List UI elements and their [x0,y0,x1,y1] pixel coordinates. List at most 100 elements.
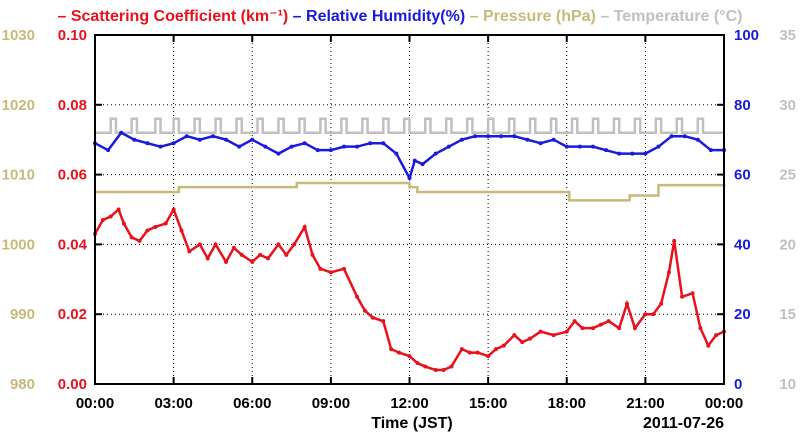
data-point-relative-humidity [197,137,202,142]
data-point-scattering-coefficient [231,245,236,250]
data-point-relative-humidity [368,141,373,146]
y-tick-label-scattering: 0.10 [58,27,87,44]
legend-entry: – Relative Humidity(%) [288,8,465,25]
y-tick-label-humidity: 0 [734,376,742,393]
legend: – Scattering Coefficient (km⁻¹) – Relati… [58,8,743,25]
data-point-scattering-coefficient [680,294,685,299]
data-point-scattering-coefficient [108,214,113,219]
data-point-scattering-coefficient [625,301,630,306]
data-point-scattering-coefficient [116,207,121,212]
data-point-relative-humidity [420,162,425,167]
y-tick-label-temperature: 10 [779,376,796,393]
data-point-scattering-coefficient [551,333,556,338]
series-line-scattering-coefficient [93,206,725,372]
data-point-scattering-coefficient [441,368,446,373]
data-point-relative-humidity [119,130,124,135]
y-tick-label-pressure: 1000 [2,236,35,253]
data-point-relative-humidity [407,176,412,181]
data-point-relative-humidity [643,151,648,156]
data-point-scattering-coefficient [632,326,637,331]
data-point-relative-humidity [355,144,360,149]
data-point-relative-humidity [669,134,674,139]
data-point-relative-humidity [224,137,229,142]
data-point-relative-humidity [171,141,176,146]
data-point-relative-humidity [499,134,504,139]
data-point-relative-humidity [263,144,268,149]
data-point-scattering-coefficient [598,322,603,327]
y-tick-label-pressure: 1010 [2,167,35,184]
data-point-scattering-coefficient [197,242,202,247]
data-point-relative-humidity [486,134,491,139]
y-tick-label-scattering: 0.06 [58,167,87,184]
data-point-scattering-coefficient [276,242,281,247]
data-point-relative-humidity [617,151,622,156]
data-point-relative-humidity [328,148,333,153]
data-point-scattering-coefficient [153,224,158,229]
data-point-relative-humidity [394,151,399,156]
data-point-relative-humidity [682,134,687,139]
data-point-scattering-coefficient [145,228,150,233]
data-point-relative-humidity [250,137,255,142]
data-point-scattering-coefficient [187,249,192,254]
data-point-relative-humidity [106,148,111,153]
y-tick-label-humidity: 40 [734,236,751,253]
y-tick-label-temperature: 35 [779,27,796,44]
legend-entry: – Scattering Coefficient (km⁻¹) [58,8,289,25]
legend-entry: – Pressure (hPa) [465,8,596,25]
data-point-scattering-coefficient [617,326,622,331]
x-tick-label: 03:00 [154,395,192,412]
data-point-scattering-coefficient [341,266,346,271]
data-point-scattering-coefficient [137,238,142,243]
data-point-scattering-coefficient [258,252,263,257]
data-point-scattering-coefficient [250,259,255,264]
data-point-scattering-coefficient [449,364,454,369]
y-tick-label-humidity: 20 [734,306,751,323]
y-tick-label-pressure: 1020 [2,97,35,114]
data-point-relative-humidity [302,141,307,146]
y-tick-label-scattering: 0.00 [58,376,87,393]
series-layer [93,117,726,373]
data-point-scattering-coefficient [493,347,498,352]
data-point-relative-humidity [590,144,595,149]
x-tick-label: 12:00 [390,395,428,412]
data-point-scattering-coefficient [690,291,695,296]
data-point-relative-humidity [630,151,635,156]
data-point-scattering-coefficient [397,350,402,355]
data-point-relative-humidity [564,144,569,149]
data-point-scattering-coefficient [606,319,611,324]
data-point-relative-humidity [695,137,700,142]
data-point-scattering-coefficient [362,308,367,313]
data-point-scattering-coefficient [100,217,105,222]
y-tick-label-temperature: 15 [779,306,796,323]
data-point-relative-humidity [341,144,346,149]
data-point-relative-humidity [184,134,189,139]
data-point-scattering-coefficient [512,333,517,338]
data-point-scattering-coefficient [467,350,472,355]
data-point-scattering-coefficient [643,312,648,317]
y-tick-label-temperature: 20 [779,236,796,253]
data-point-scattering-coefficient [423,364,428,369]
data-point-scattering-coefficient [415,361,420,366]
data-point-scattering-coefficient [564,329,569,334]
x-axis-label: Time (JST) [371,415,453,432]
data-point-scattering-coefficient [129,235,134,240]
series-line-temperature [95,117,724,134]
y-tick-label-scattering: 0.02 [58,306,87,323]
data-point-relative-humidity [512,134,517,139]
data-point-relative-humidity [289,144,294,149]
y-tick-label-humidity: 60 [734,167,751,184]
data-point-relative-humidity [446,144,451,149]
x-tick-label: 21:00 [626,395,664,412]
data-point-scattering-coefficient [213,242,218,247]
data-point-relative-humidity [237,144,242,149]
y-tick-label-temperature: 30 [779,97,796,114]
data-point-scattering-coefficient [501,343,506,348]
data-point-relative-humidity [158,144,163,149]
data-point-scattering-coefficient [486,354,491,359]
legend-entry: – Temperature (°C) [596,8,743,25]
y-tick-label-temperature: 25 [779,167,796,184]
data-point-relative-humidity [276,151,281,156]
data-point-scattering-coefficient [328,270,333,275]
data-point-scattering-coefficient [659,301,664,306]
